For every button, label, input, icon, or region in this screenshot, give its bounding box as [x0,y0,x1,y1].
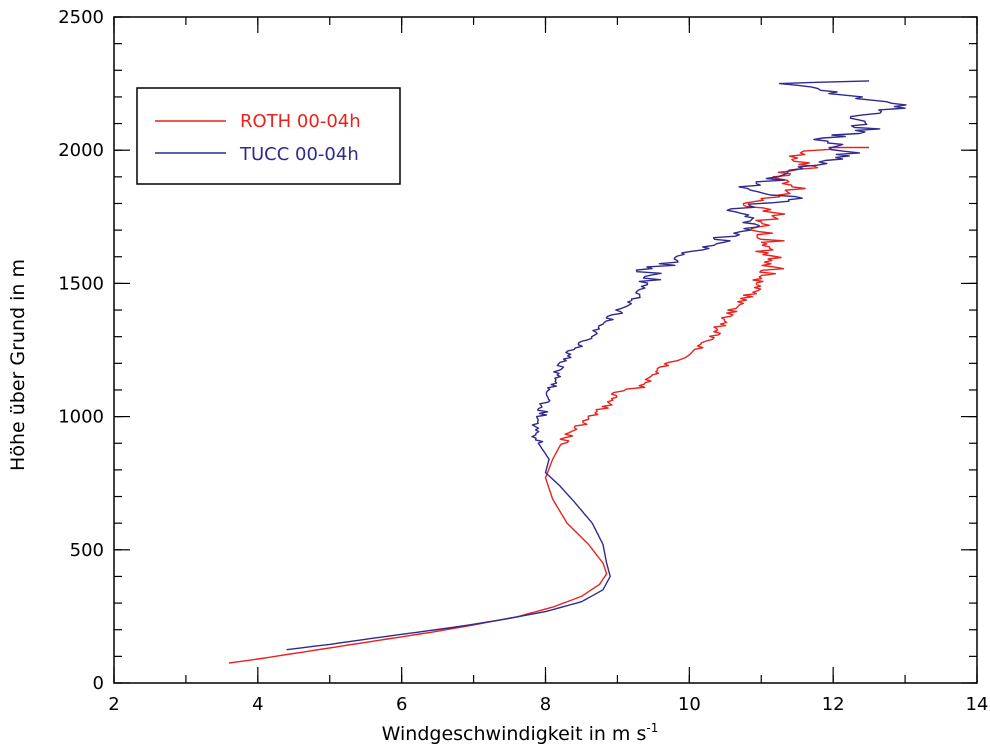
y-tick-label: 500 [70,540,104,561]
y-tick-labels: 0 500 1000 1500 2000 2500 [58,7,104,694]
legend-box [136,87,401,185]
x-tick-label: 14 [966,694,989,715]
y-axis-title: Höhe über Grund in m [7,259,29,471]
y-tick-label: 2000 [58,140,104,161]
series-layer [229,80,907,664]
x-tick-labels: 2 4 6 8 10 12 14 [108,694,988,715]
series-line-0 [229,146,870,664]
x-tick-label: 2 [108,694,119,715]
x-tick-label: 4 [252,694,263,715]
legend: ROTH 00-04h TUCC 00-04h [136,87,401,185]
x-axis-title-superscript: -1 [646,721,658,735]
y-tick-label: 1000 [58,407,104,428]
x-tick-label: 10 [678,694,701,715]
x-tick-label: 12 [822,694,845,715]
series-line-1 [286,80,907,651]
y-tick-label: 1500 [58,273,104,294]
plot-frame [113,16,978,684]
y-tick-label: 2500 [58,7,104,28]
x-axis-title: Windgeschwindigkeit in m s-1 [382,721,659,745]
y-tick-label: 0 [93,673,104,694]
x-tick-label: 6 [396,694,407,715]
legend-label-tucc: TUCC 00-04h [239,144,359,165]
legend-label-roth: ROTH 00-04h [240,111,361,132]
x-tick-label: 8 [540,694,551,715]
x-axis-title-text: Windgeschwindigkeit in m s [382,723,647,745]
